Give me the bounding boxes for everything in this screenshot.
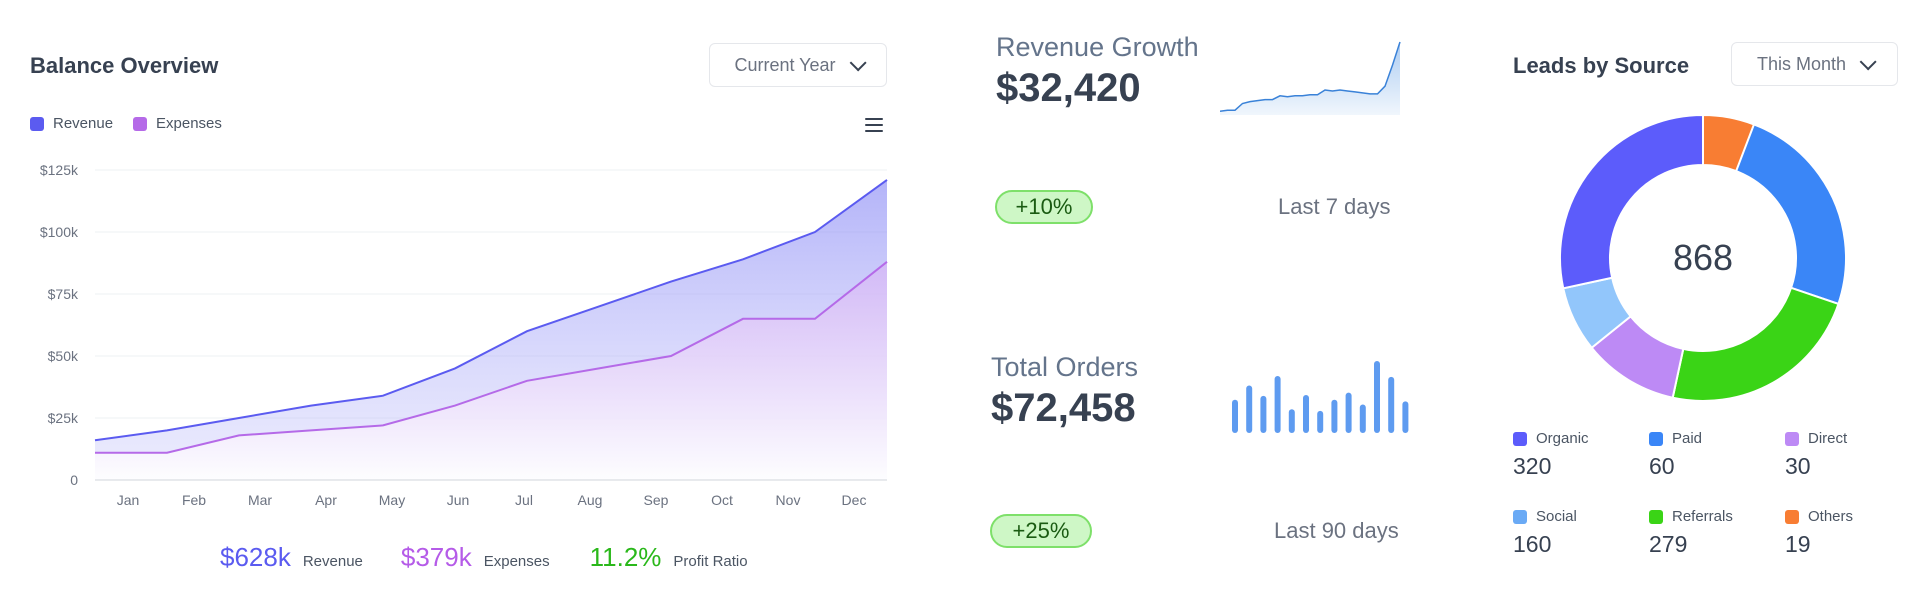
legend-revenue-swatch — [30, 116, 44, 131]
total-orders-value: $72,458 — [991, 386, 1136, 430]
summary-revenue-label: Revenue — [302, 553, 363, 570]
order-bar — [1232, 399, 1238, 433]
y-tick-label: $50k — [48, 348, 79, 364]
hamburger-menu-icon[interactable] — [865, 118, 883, 132]
order-bar — [1317, 410, 1324, 433]
donut-slice-organic[interactable] — [1559, 113, 1704, 290]
x-tick-label: Dec — [842, 492, 867, 508]
total-orders-period: Last 90 days — [1274, 518, 1399, 543]
order-bar — [1345, 392, 1352, 433]
legend-expenses-swatch — [133, 116, 147, 131]
order-bar — [1246, 385, 1253, 433]
lead-paid-value: 60 — [1649, 453, 1675, 479]
expenses-area — [95, 261, 887, 480]
leads-title: Leads by Source — [1513, 53, 1690, 78]
lead-direct-value: 30 — [1785, 453, 1811, 479]
donut-slice-others[interactable] — [1702, 113, 1756, 173]
x-tick-label: May — [379, 492, 405, 508]
total-orders-label: Total Orders — [991, 352, 1139, 382]
summary-profit-value: 11.2% — [589, 542, 662, 572]
chevron-down-icon — [1859, 53, 1877, 71]
x-tick-label: Sep — [644, 492, 669, 508]
x-tick-label: Nov — [776, 492, 801, 508]
balance-overview-title: Balance Overview — [30, 53, 219, 78]
revenue-line — [94, 179, 888, 442]
referrals-swatch — [1649, 509, 1663, 524]
order-bar — [1288, 409, 1295, 433]
order-bar — [1359, 404, 1366, 433]
legend-revenue-label: Revenue — [53, 115, 114, 132]
lead-social-label: Social — [1536, 508, 1577, 525]
summary-expenses-label: Expenses — [483, 553, 550, 570]
x-tick-label: Feb — [182, 492, 206, 508]
lead-organic: Organic 320 — [1513, 430, 1643, 480]
order-bar — [1388, 376, 1395, 433]
legend-revenue[interactable]: Revenue — [30, 115, 113, 132]
lead-organic-value: 320 — [1513, 453, 1552, 479]
y-tick-label: $100k — [40, 224, 79, 240]
balance-period-select[interactable]: Current Year — [709, 43, 887, 87]
expenses-line — [95, 261, 888, 454]
lead-referrals: Referrals 279 — [1649, 508, 1779, 558]
lead-paid: Paid 60 — [1649, 430, 1779, 480]
lead-organic-label: Organic — [1536, 430, 1589, 447]
lead-direct: Direct 30 — [1785, 430, 1915, 480]
x-tick-label: Jul — [515, 492, 533, 508]
x-tick-label: Mar — [248, 492, 272, 508]
y-tick-label: 0 — [70, 472, 78, 488]
summary-revenue-value: $628k — [220, 542, 291, 572]
total-orders-badge: +25% — [990, 514, 1092, 548]
lead-others: Others 19 — [1785, 508, 1915, 558]
summary-expenses-value: $379k — [400, 542, 472, 572]
order-bar — [1331, 399, 1338, 433]
revenue-growth-period: Last 7 days — [1278, 194, 1391, 219]
total-orders-bars — [1232, 361, 1409, 433]
revenue-growth-sparkline — [1220, 41, 1401, 115]
revenue-growth-badge: +10% — [995, 190, 1093, 224]
order-bar — [1260, 395, 1267, 433]
donut-slice-referrals[interactable] — [1671, 286, 1840, 402]
social-swatch — [1513, 509, 1527, 524]
leads-period-label: This Month — [1756, 53, 1847, 74]
x-tick-label: Oct — [711, 492, 733, 508]
x-tick-label: Apr — [315, 492, 337, 508]
lead-direct-label: Direct — [1808, 430, 1848, 447]
lead-others-value: 19 — [1785, 531, 1811, 557]
x-tick-label: Jan — [117, 492, 140, 508]
lead-others-label: Others — [1808, 508, 1854, 525]
balance-period-label: Current Year — [734, 54, 836, 75]
order-bar — [1303, 395, 1309, 433]
legend-expenses-label: Expenses — [156, 115, 222, 132]
lead-referrals-value: 279 — [1649, 531, 1688, 557]
y-tick-label: $125k — [40, 162, 79, 178]
x-tick-label: Jun — [447, 492, 470, 508]
y-tick-label: $75k — [48, 286, 79, 302]
lead-paid-label: Paid — [1672, 430, 1703, 447]
order-bar — [1402, 401, 1409, 433]
lead-social-value: 160 — [1513, 531, 1552, 557]
legend-expenses[interactable]: Expenses — [133, 115, 222, 132]
lead-referrals-label: Referrals — [1672, 508, 1733, 525]
sparkline-area — [1220, 42, 1400, 115]
sparkline-line — [1220, 41, 1401, 112]
lead-social: Social 160 — [1513, 508, 1643, 558]
y-tick-label: $25k — [48, 410, 79, 426]
balance-summary: $628k Revenue $379k Expenses 11.2% Profi… — [220, 542, 748, 573]
balance-chart: 0 $25k $50k $75k $100k $125k Jan Feb Mar Apr May J… — [40, 162, 888, 508]
donut-center-value: 868 — [1673, 237, 1733, 278]
summary-profit-label: Profit Ratio — [673, 553, 748, 570]
paid-swatch — [1649, 431, 1663, 446]
leads-donut: 868 — [1559, 113, 1847, 402]
x-tick-label: Aug — [578, 492, 603, 508]
others-swatch — [1785, 509, 1799, 524]
revenue-growth-value: $32,420 — [996, 66, 1141, 110]
direct-swatch — [1785, 431, 1799, 446]
organic-swatch — [1513, 431, 1527, 446]
revenue-growth-label: Revenue Growth — [996, 32, 1199, 62]
order-bar — [1274, 376, 1281, 433]
leads-period-select[interactable]: This Month — [1731, 42, 1898, 86]
order-bar — [1374, 361, 1380, 433]
